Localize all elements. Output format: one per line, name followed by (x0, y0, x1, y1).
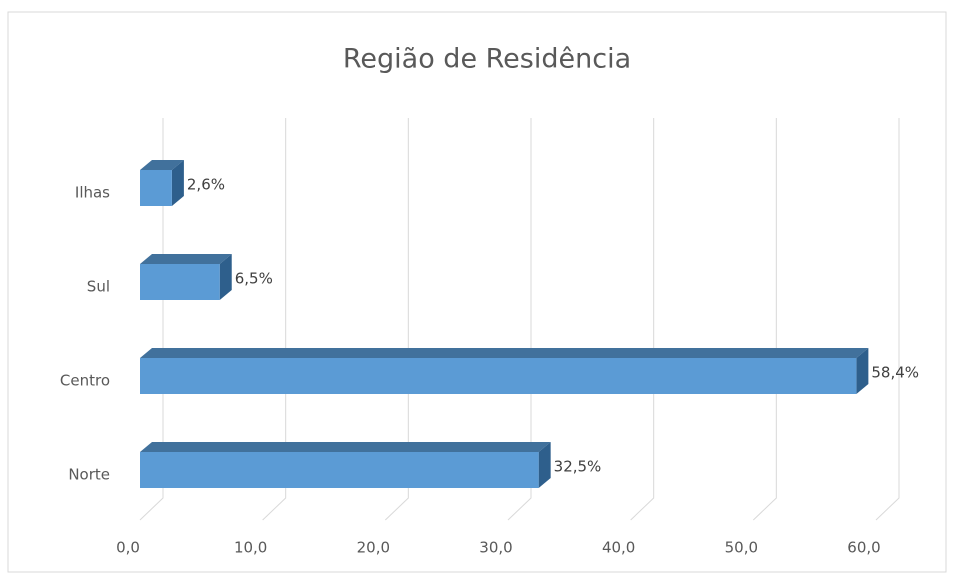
grid-line (262, 118, 287, 521)
x-tick-label: 50,0 (725, 539, 758, 557)
y-tick-label: Norte (68, 466, 110, 484)
value-label: 32,5% (554, 458, 602, 476)
x-tick-label: 40,0 (602, 539, 635, 557)
bar-top (140, 254, 232, 264)
y-tick-label: Ilhas (75, 184, 110, 202)
value-label: 2,6% (187, 176, 225, 194)
x-tick-label: 0,0 (116, 539, 140, 557)
value-label: 58,4% (871, 364, 919, 382)
bar-side (856, 348, 869, 394)
bar (140, 358, 857, 394)
y-tick-label: Sul (87, 278, 110, 296)
x-tick-label: 60,0 (847, 539, 880, 557)
x-tick-label: 10,0 (234, 539, 267, 557)
grid-line (630, 118, 655, 521)
value-label: 6,5% (235, 270, 273, 288)
bar-top (140, 160, 184, 170)
x-tick-label: 20,0 (357, 539, 390, 557)
x-tick-label: 30,0 (479, 539, 512, 557)
bar-side (538, 442, 551, 488)
grid-line (507, 118, 532, 521)
chart-title: Região de Residência (343, 44, 631, 75)
bar-side (171, 160, 184, 206)
grid-line (384, 118, 409, 521)
bar-side (219, 254, 232, 300)
bar-top (140, 348, 869, 358)
grid-line (875, 118, 900, 521)
bar (140, 452, 539, 488)
bar (140, 170, 172, 206)
y-tick-label: Centro (60, 372, 110, 390)
bar (140, 264, 220, 300)
grid-line (139, 118, 164, 521)
grid-line (752, 118, 777, 521)
bar-top (140, 442, 551, 452)
